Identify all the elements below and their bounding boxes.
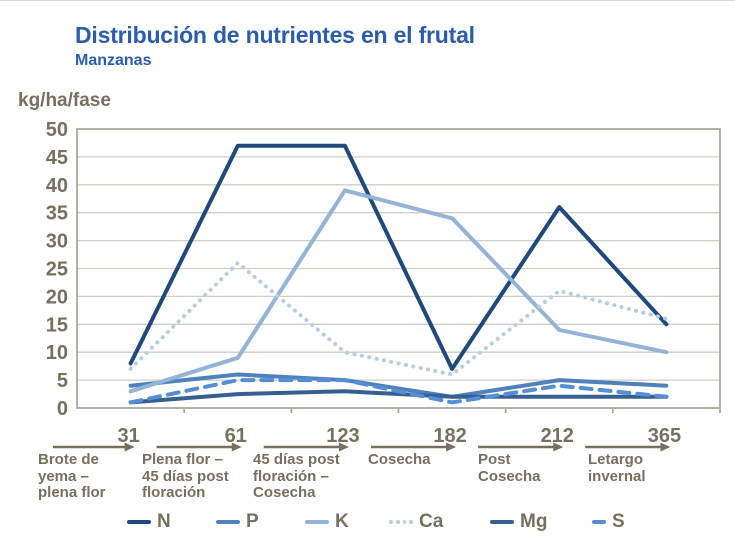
- svg-text:365: 365: [648, 425, 681, 447]
- legend-swatch-s-icon: [592, 519, 606, 525]
- slide-top-border: [0, 0, 735, 1]
- legend-item-k: K: [305, 511, 349, 532]
- legend-item-s: S: [592, 511, 625, 532]
- phase-label-2: Plena flor – 45 días post floración: [142, 451, 229, 501]
- phase-label-5: Post Cosecha: [478, 451, 541, 485]
- svg-text:20: 20: [46, 286, 68, 308]
- svg-text:5: 5: [57, 370, 68, 392]
- legend-label-p: P: [246, 511, 259, 532]
- svg-text:123: 123: [326, 425, 359, 447]
- svg-text:61: 61: [225, 425, 247, 447]
- svg-text:40: 40: [46, 175, 68, 197]
- legend-swatch-ca-icon: [389, 519, 413, 525]
- legend-swatch-p-icon: [216, 519, 240, 525]
- legend-swatch-k-icon: [305, 519, 329, 525]
- legend-swatch-mg-icon: [490, 519, 514, 525]
- svg-text:25: 25: [46, 259, 68, 281]
- legend-item-ca: Ca: [389, 511, 444, 532]
- phase-label-6: Letargo invernal: [588, 451, 646, 485]
- y-axis-label: kg/ha/fase: [18, 90, 111, 111]
- legend-item-p: P: [216, 511, 259, 532]
- svg-text:182: 182: [433, 425, 466, 447]
- page-subtitle: Manzanas: [75, 52, 152, 69]
- svg-text:45: 45: [46, 147, 68, 169]
- phase-label-1: Brote de yema – plena flor: [38, 451, 106, 501]
- header: Distribución de nutrientes en el frutal …: [75, 22, 475, 70]
- svg-text:0: 0: [57, 398, 68, 420]
- svg-text:212: 212: [541, 425, 574, 447]
- legend-item-mg: Mg: [490, 511, 548, 532]
- legend-label-n: N: [157, 511, 171, 532]
- svg-text:30: 30: [46, 231, 68, 253]
- legend-label-mg: Mg: [520, 511, 548, 532]
- legend-label-s: S: [612, 511, 625, 532]
- legend-label-ca: Ca: [419, 511, 444, 532]
- svg-text:35: 35: [46, 203, 68, 225]
- svg-text:15: 15: [46, 314, 68, 336]
- svg-text:31: 31: [117, 425, 139, 447]
- page-title: Distribución de nutrientes en el frutal: [75, 22, 475, 48]
- legend-label-k: K: [335, 511, 349, 532]
- svg-text:10: 10: [46, 342, 68, 364]
- legend-item-n: N: [127, 511, 171, 532]
- phase-label-4: Cosecha: [368, 451, 431, 468]
- svg-text:50: 50: [46, 119, 68, 141]
- legend-swatch-n-icon: [127, 519, 151, 525]
- phase-label-3: 45 días post floración – Cosecha: [253, 451, 340, 501]
